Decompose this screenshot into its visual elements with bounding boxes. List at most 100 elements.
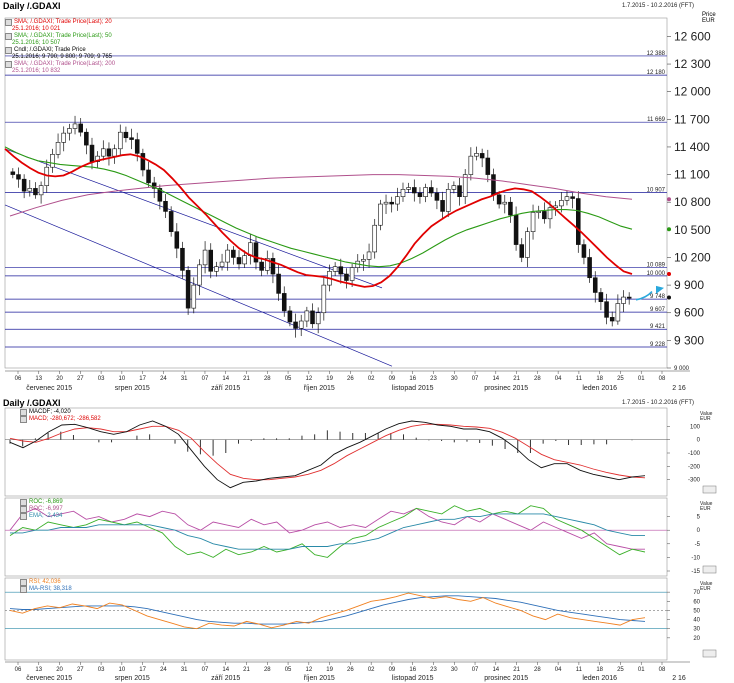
main-chart-range: 1.7.2015 - 10.2.2016 (FFT)	[621, 3, 694, 9]
candle-body	[123, 131, 129, 139]
x-tick-label: 17	[139, 376, 146, 382]
x-month-label: září 2015	[211, 675, 240, 682]
pane-scale-button	[702, 565, 717, 574]
roc-legend: ROC; -6,869 ROC; -6,997 EMA; -2,434	[20, 499, 63, 520]
pane-axis-unit: EUR	[700, 416, 711, 422]
ema-line	[10, 513, 645, 550]
x-tick-label: 07	[202, 376, 209, 382]
ma-rsi-line	[9, 595, 646, 625]
x-month-label: leden 2016	[582, 675, 617, 682]
x-tick-label: 17	[139, 667, 146, 673]
x-tick-label: 30	[451, 667, 458, 673]
legend-sma20-title: SMA; /.GDAXI; Trade Price(Last); 20	[14, 19, 112, 25]
candle-body	[134, 139, 140, 154]
y-tick-label: -100	[688, 451, 701, 457]
x-tick-label: 28	[534, 667, 541, 673]
price-axis-unit: Price EUR	[702, 12, 716, 24]
x-tick-label: 25	[617, 667, 624, 673]
x-month-label: listopad 2015	[392, 385, 434, 392]
candle-body	[146, 169, 151, 184]
price-chart[interactable]: 12 600 12 300 12 000 11 700 11 400 11 100 10 8…	[0, 10, 734, 400]
candle-body	[265, 258, 270, 271]
candle-body	[276, 273, 281, 294]
x-tick-label: 18	[596, 376, 603, 382]
x-month-label: prosinec 2015	[484, 675, 528, 682]
x-tick-label: 09	[389, 667, 396, 673]
x-month-label: srpen 2015	[115, 385, 150, 392]
legend-sma20[interactable]: SMA; /.GDAXI; Trade Price(Last); 20	[5, 19, 115, 26]
legend-candle[interactable]: Cndl; /.GDAXI; Trade Price	[5, 47, 115, 54]
macd-legend: MACDF; -4,020 MACD; -280,672; -286,582	[20, 409, 101, 423]
candle-body	[168, 211, 174, 232]
candle-body	[202, 249, 208, 266]
candle-body	[462, 174, 468, 197]
y-tick-label: 50	[693, 608, 700, 614]
candle-body	[508, 201, 513, 216]
y-tick-label: 40	[693, 618, 700, 624]
candle-body	[609, 317, 615, 322]
level-label: 9 607	[650, 307, 666, 313]
x-tick-label: 14	[492, 667, 499, 673]
candle-body	[315, 312, 321, 325]
candle-body	[287, 310, 293, 323]
candle-body	[253, 242, 259, 263]
candle-body	[457, 185, 462, 197]
x-tick-label: 05	[285, 376, 292, 382]
candle-body	[163, 200, 168, 212]
candle-body	[78, 123, 83, 133]
candle-body	[366, 251, 372, 260]
candle-body	[55, 142, 61, 155]
legend-candle-value: 25.1.2016; 9 790; 9 800; 9 709; 9 765	[12, 54, 113, 60]
legend-sma200[interactable]: SMA; /.GDAXI; Trade Price(Last); 200	[5, 61, 115, 68]
legend-candle-title: Cndl; /.GDAXI; Trade Price	[14, 47, 86, 53]
legend-sma200-value: 25.1.2016; 10 832	[12, 68, 61, 74]
candle-body	[38, 185, 44, 196]
candle-body	[570, 196, 575, 199]
candle-body	[383, 201, 389, 205]
candle-body	[576, 198, 581, 245]
candle-body	[417, 192, 423, 197]
x-tick-label: 21	[513, 667, 520, 673]
y-tick-label: -10	[691, 555, 700, 561]
sma50-axis-marker	[667, 227, 671, 232]
x-month-label: říjen 2015	[304, 675, 335, 682]
main-chart-header: Daily /.GDAXI 1.7.2015 - 10.2.2016 (FFT)	[0, 0, 734, 12]
level-label: 9 421	[650, 324, 666, 330]
candle-body	[542, 211, 547, 220]
candle-body	[50, 154, 55, 168]
legend-sma50[interactable]: SMA; /.GDAXI; Trade Price(Last); 50	[5, 33, 115, 40]
x-tick-label: 01	[638, 667, 645, 673]
pane-axis-note: Value	[700, 501, 713, 507]
y-tick-label: 9 300	[674, 333, 704, 347]
x-tick-label: 26	[347, 667, 354, 673]
pane-axis-note: Value	[700, 581, 713, 587]
candle-body	[151, 182, 157, 189]
candle-body	[281, 293, 287, 312]
x-tick-label: 30	[451, 376, 458, 382]
candle-body	[112, 148, 117, 157]
candle-body	[72, 123, 78, 129]
legend-ema: EMA; -2,434	[29, 513, 63, 519]
legend-box-icon	[20, 506, 27, 513]
candle-body	[445, 189, 451, 212]
candle-body	[298, 320, 304, 329]
candle-body	[406, 187, 411, 190]
candle-body	[468, 155, 474, 175]
candle-body	[440, 200, 445, 212]
level-label: 11 669	[647, 117, 666, 123]
pane-scale-button	[702, 649, 717, 658]
legend-box-icon	[5, 19, 12, 26]
y-tick-label: 12 300	[674, 57, 711, 71]
candle-body	[536, 211, 541, 213]
y-tick-label: 9 000	[674, 366, 690, 372]
y-tick-label: 5	[697, 515, 701, 521]
x-tick-label: 04	[555, 376, 562, 382]
y-tick-label: 0	[697, 528, 701, 534]
level-label: 9 748	[650, 294, 666, 300]
candle-body	[485, 157, 491, 175]
candle-body	[513, 214, 519, 245]
legend-box-icon	[5, 33, 12, 40]
